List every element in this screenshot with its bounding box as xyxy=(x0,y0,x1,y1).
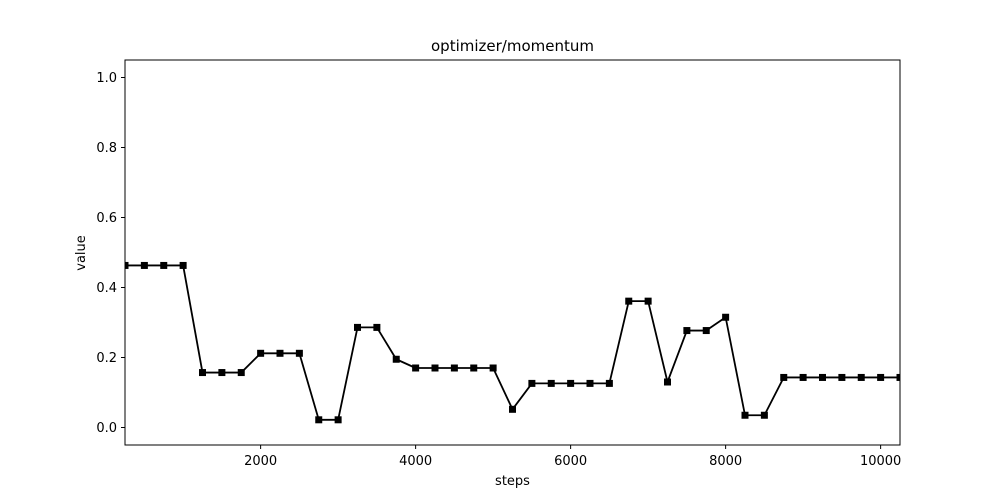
data-point-marker xyxy=(625,297,633,305)
x-tick-label: 6000 xyxy=(554,454,587,469)
plot-area xyxy=(125,261,900,424)
data-point-marker xyxy=(586,379,594,387)
data-point-marker xyxy=(702,327,710,335)
data-point-marker xyxy=(237,369,245,377)
data-point-marker xyxy=(896,373,900,381)
x-axis-ticks: 2000 4000 6000 8000 10000 xyxy=(244,445,901,469)
y-tick-label: 0.4 xyxy=(96,281,117,296)
data-point-marker xyxy=(605,379,613,387)
data-point-marker xyxy=(199,369,206,377)
series-group xyxy=(125,261,900,424)
data-point-marker xyxy=(179,261,187,269)
data-point-marker xyxy=(276,349,284,357)
x-tick-label: 10000 xyxy=(860,454,901,469)
data-point-marker xyxy=(354,323,361,331)
data-point-marker xyxy=(470,364,478,372)
data-point-marker xyxy=(683,327,691,335)
chart-title: optimizer/momentum xyxy=(431,37,594,55)
x-tick-label: 2000 xyxy=(244,454,277,469)
data-point-marker xyxy=(218,369,226,377)
y-tick-label: 1.0 xyxy=(96,71,117,86)
data-point-marker xyxy=(780,373,788,381)
data-point-marker xyxy=(450,364,458,372)
data-point-marker xyxy=(489,364,497,372)
x-axis-label: steps xyxy=(495,474,530,489)
data-point-marker xyxy=(392,355,400,363)
data-point-marker xyxy=(547,379,555,387)
x-tick-label: 4000 xyxy=(399,454,432,469)
data-point-marker xyxy=(838,373,846,381)
y-axis-ticks: 0.0 0.2 0.4 0.6 0.8 1.0 xyxy=(96,71,125,436)
data-point-marker xyxy=(819,373,826,381)
data-point-marker xyxy=(257,349,265,357)
y-tick-label: 0.6 xyxy=(96,211,117,226)
plot-frame xyxy=(124,59,901,446)
data-point-marker xyxy=(412,364,420,372)
data-point-marker xyxy=(334,416,342,424)
y-tick-label: 0.2 xyxy=(96,351,117,366)
data-point-marker xyxy=(722,313,730,321)
data-point-marker xyxy=(160,261,168,269)
y-tick-label: 0.0 xyxy=(96,421,117,436)
y-tick-label: 0.8 xyxy=(96,141,117,156)
data-point-marker xyxy=(877,373,885,381)
data-point-marker xyxy=(567,379,575,387)
data-point-marker xyxy=(741,411,749,419)
data-point-marker xyxy=(373,323,381,331)
data-point-marker xyxy=(140,261,148,269)
data-point-marker xyxy=(509,405,516,413)
data-point-marker xyxy=(431,364,439,372)
data-point-marker xyxy=(528,379,536,387)
data-point-marker xyxy=(295,349,303,357)
data-point-marker xyxy=(799,373,807,381)
x-tick-label: 8000 xyxy=(709,454,742,469)
data-point-marker xyxy=(315,416,323,424)
data-point-marker xyxy=(760,411,768,419)
y-axis-label: value xyxy=(74,235,89,271)
data-point-marker xyxy=(664,378,671,386)
data-point-marker xyxy=(857,373,865,381)
data-point-marker xyxy=(125,261,129,269)
data-point-marker xyxy=(644,297,652,305)
